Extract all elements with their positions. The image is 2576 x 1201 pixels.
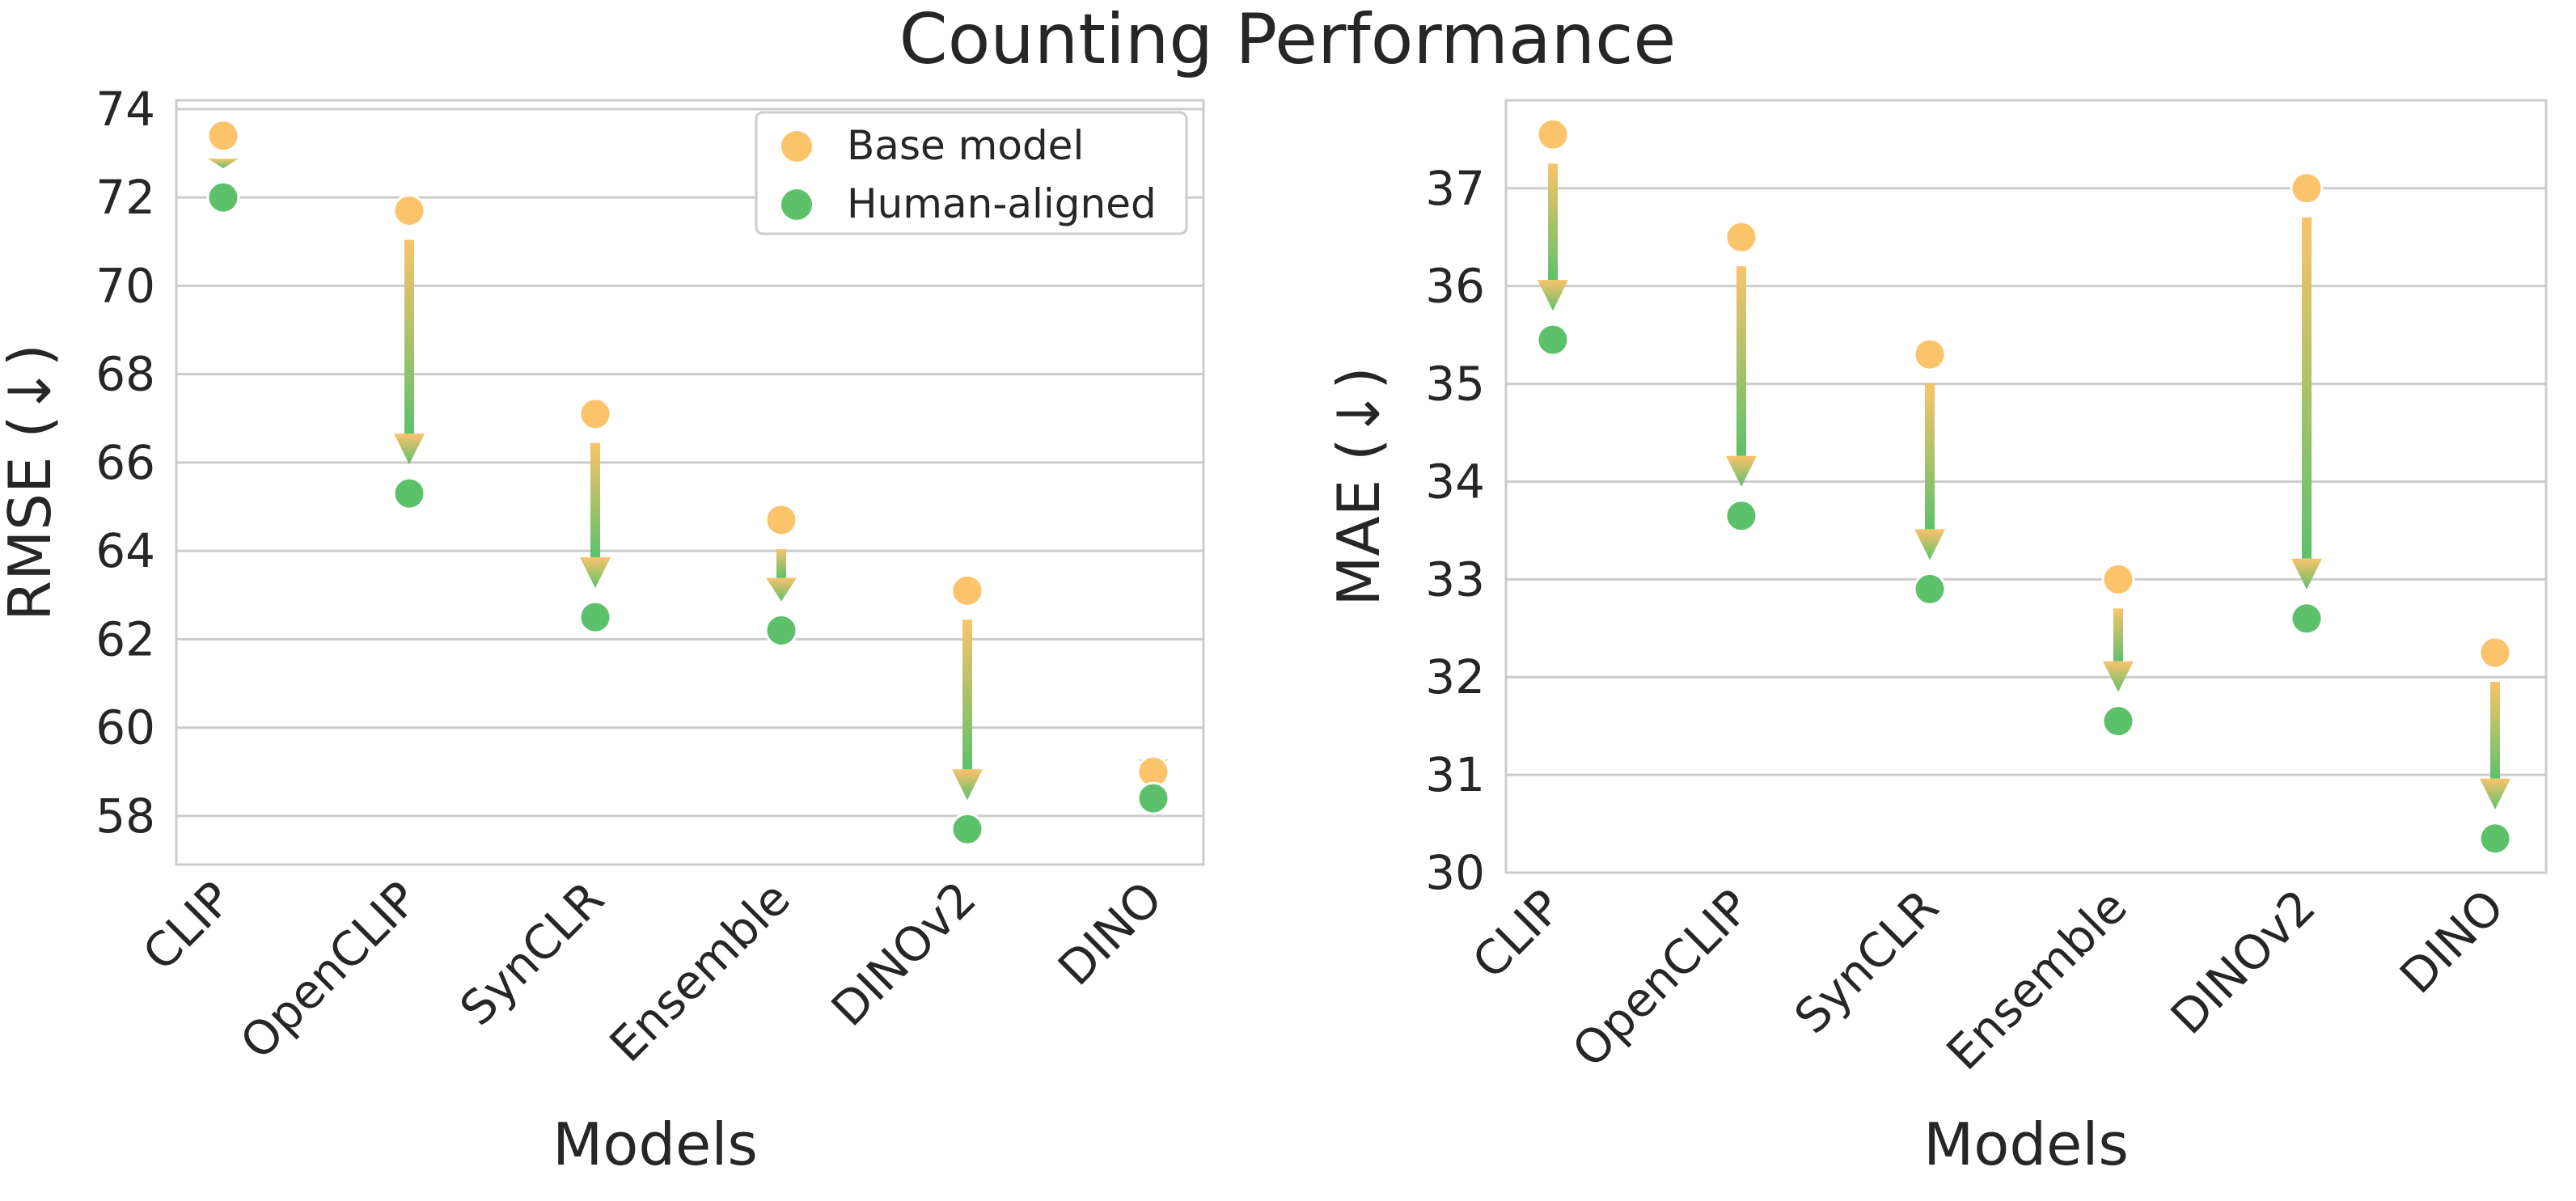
mae-arrow-shaft: [2113, 608, 2123, 662]
rmse-legend-base-label: Base model: [847, 122, 1084, 169]
rmse-ytick-label: 62: [95, 611, 155, 666]
mae-aligned-point: [2290, 602, 2324, 636]
mae-xtick-label: DINO: [2389, 879, 2515, 1004]
rmse-arrow-head: [394, 433, 425, 465]
mae-arrow-shaft: [2302, 217, 2312, 559]
rmse-aligned-point: [950, 812, 984, 846]
mae-xtick-label: DINOv2: [2160, 879, 2326, 1045]
mae-aligned-point: [1536, 323, 1570, 357]
rmse-arrow-shaft: [776, 548, 786, 578]
mae-base-point: [2290, 171, 2324, 205]
rmse-ytick-label: 74: [95, 82, 155, 137]
rmse-xtick-label: Ensemble: [599, 871, 801, 1072]
mae-base-point: [1724, 220, 1758, 254]
rmse-aligned-point: [1136, 781, 1170, 815]
mae-ytick-label: 30: [1425, 845, 1485, 900]
rmse-arrow-shaft: [962, 620, 972, 770]
mae-ytick-label: 34: [1425, 454, 1485, 509]
mae-aligned-point: [2101, 704, 2135, 738]
rmse-base-point: [764, 503, 798, 537]
rmse-ytick-label: 72: [95, 170, 155, 225]
rmse-base-point: [950, 573, 984, 607]
mae-ytick-label: 35: [1425, 357, 1485, 412]
rmse-ytick-label: 70: [95, 258, 155, 313]
rmse-xtick-label: DINOv2: [821, 871, 987, 1037]
rmse-xtick-label: SynCLR: [450, 871, 615, 1036]
rmse-xtick-label: DINO: [1047, 871, 1173, 996]
mae-aligned-point: [2478, 822, 2512, 856]
mae-ytick-label: 36: [1425, 259, 1485, 314]
mae-ytick-label: 32: [1425, 649, 1485, 704]
rmse-plot-frame: [175, 99, 1205, 866]
rmse-legend-frame: [755, 111, 1188, 235]
rmse-base-point: [206, 119, 240, 153]
mae-ytick-label: 37: [1425, 161, 1485, 216]
mae-arrow-head: [1538, 280, 1568, 311]
mae-base-point: [2478, 636, 2512, 670]
rmse-ytick-label: 60: [95, 700, 155, 755]
rmse-arrow-shaft: [590, 442, 600, 558]
rmse-ytick-label: 68: [95, 347, 155, 402]
mae-xtick-label: SynCLR: [1784, 879, 1949, 1044]
mae-arrow-head: [1914, 529, 1945, 560]
mae-plot-frame: [1504, 99, 2548, 874]
mae-ytick-label: 31: [1425, 747, 1485, 802]
rmse-legend-aligned-marker: [781, 189, 812, 220]
mae-y-axis-label: MAE (↓): [1325, 366, 1393, 606]
rmse-y-axis-label: RMSE (↓): [0, 344, 64, 621]
mae-base-point: [2101, 562, 2135, 596]
mae-base-point: [1913, 337, 1947, 371]
figure-title: Counting Performance: [899, 0, 1677, 80]
rmse-legend-base-marker: [781, 131, 812, 162]
mae-xtick-label: Ensemble: [1936, 879, 2138, 1080]
mae-aligned-point: [1724, 499, 1758, 533]
rmse-x-axis-label: Models: [552, 1110, 758, 1178]
mae-arrow-shaft: [1925, 383, 1935, 530]
rmse-base-point: [578, 397, 612, 431]
mae-arrow-head: [2480, 778, 2510, 810]
mae-arrow-head: [2103, 661, 2134, 692]
rmse-arrow-head: [766, 577, 797, 602]
mae-arrow-head: [2291, 558, 2322, 590]
rmse-xtick-label: OpenCLIP: [230, 871, 429, 1070]
rmse-arrow-head: [580, 557, 611, 589]
mae-aligned-point: [1913, 572, 1947, 606]
mae-xtick-label: OpenCLIP: [1562, 879, 1761, 1078]
rmse-ytick-label: 64: [95, 523, 155, 578]
rmse-aligned-point: [206, 180, 240, 214]
mae-x-axis-label: Models: [1923, 1110, 2129, 1178]
rmse-aligned-point: [578, 600, 612, 634]
rmse-legend-aligned-label: Human-aligned: [847, 180, 1157, 227]
mae-arrow-shaft: [1548, 163, 1558, 281]
rmse-ytick-label: 66: [95, 435, 155, 490]
mae-arrow-shaft: [2490, 682, 2500, 779]
rmse-aligned-point: [764, 613, 798, 647]
rmse-xtick-label: CLIP: [132, 871, 242, 981]
rmse-base-point: [392, 194, 426, 228]
mae-base-point: [1536, 117, 1570, 151]
mae-arrow-shaft: [1736, 266, 1746, 456]
rmse-arrow-head: [952, 769, 983, 801]
mae-ytick-label: 33: [1425, 552, 1485, 607]
rmse-aligned-point: [392, 476, 426, 510]
rmse-ytick-label: 58: [95, 789, 155, 844]
rmse-arrow-head: [208, 159, 239, 169]
rmse-arrow-shaft: [404, 239, 414, 434]
mae-arrow-head: [1726, 455, 1757, 487]
